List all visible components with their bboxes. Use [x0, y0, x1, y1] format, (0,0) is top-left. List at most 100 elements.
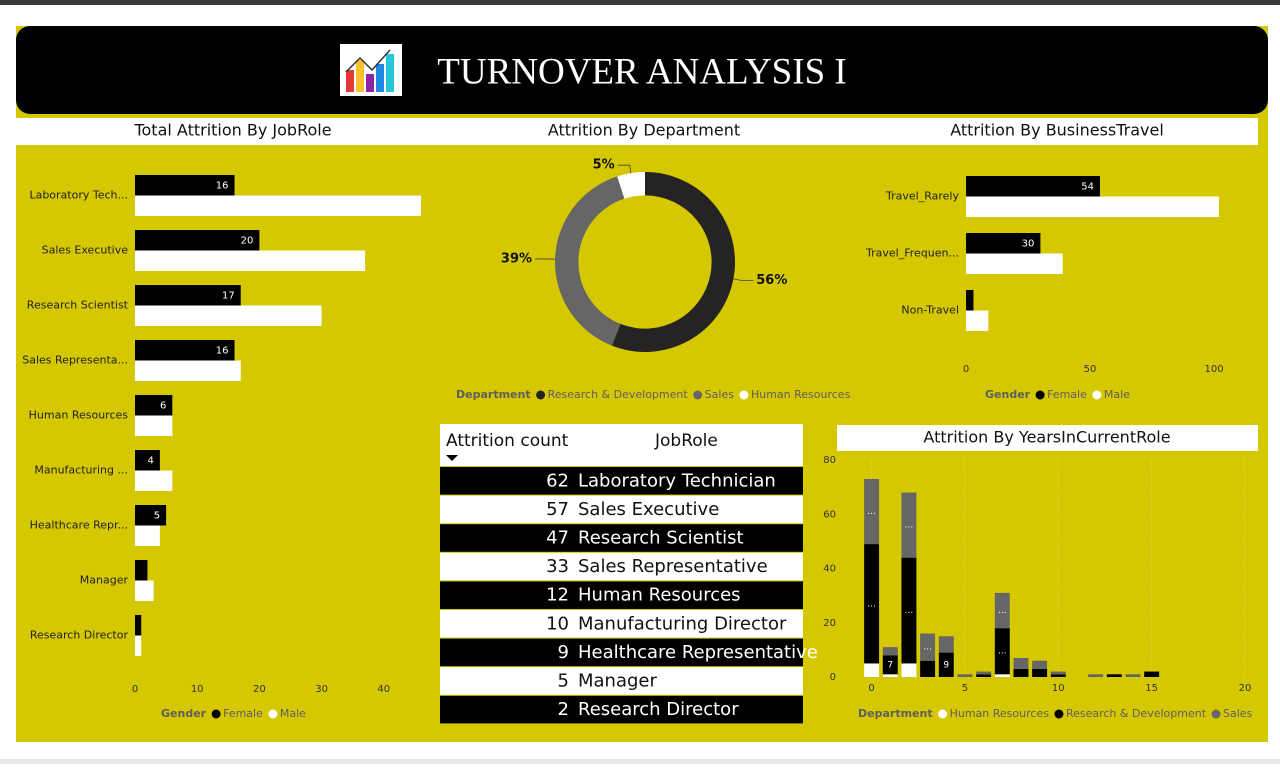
bar — [966, 197, 1219, 218]
table-cell: 47 — [546, 528, 569, 549]
value-label: 6 — [160, 400, 166, 411]
bar-segment — [976, 674, 991, 677]
bar — [135, 361, 241, 382]
bar-segment — [1032, 669, 1047, 677]
table-cell: Human Resources — [578, 585, 741, 606]
table-header: JobRole — [654, 431, 718, 451]
bar-segment — [1032, 661, 1047, 669]
legend-label: Sales — [1223, 707, 1253, 720]
table-cell: 57 — [546, 499, 569, 520]
table-cell: Manager — [578, 671, 657, 692]
legend-marker — [536, 391, 545, 400]
x-tick-label: 100 — [1204, 364, 1223, 375]
x-tick-label: 0 — [868, 683, 874, 694]
bar — [135, 636, 141, 657]
legend-title: Department — [858, 707, 933, 720]
y-tick-label: 20 — [823, 618, 836, 629]
bar-segment — [995, 674, 1010, 677]
bar-segment — [1107, 674, 1122, 677]
category-label: Human Resources — [29, 409, 129, 422]
value-label: 56% — [756, 273, 787, 288]
category-label: Sales Executive — [42, 244, 129, 257]
value-label: 30 — [1022, 238, 1035, 249]
value-label: 54 — [1081, 181, 1094, 192]
value-label: 39% — [501, 251, 532, 266]
value-label: ... — [905, 521, 914, 531]
table-cell: 2 — [558, 699, 569, 720]
value-label: 5% — [593, 158, 615, 173]
table-cell: Laboratory Technician — [578, 470, 776, 491]
legend-label: Male — [280, 707, 306, 720]
table-cell: 10 — [546, 613, 569, 634]
legend-label: Human Resources — [950, 707, 1050, 720]
bar — [966, 254, 1063, 275]
bar — [966, 311, 988, 332]
x-tick-label: 0 — [963, 364, 969, 375]
value-label: ... — [867, 507, 876, 517]
table-cell: 33 — [546, 556, 569, 577]
legend-marker — [938, 710, 947, 719]
value-label: 20 — [241, 235, 254, 246]
value-label: 7 — [887, 660, 893, 670]
legend-marker — [1212, 710, 1221, 719]
bar-segment — [920, 661, 935, 677]
bar-segment — [1051, 672, 1066, 675]
legend-marker — [1054, 710, 1063, 719]
bar-segment — [976, 672, 991, 675]
table-cell: 12 — [546, 585, 569, 606]
y-tick-label: 0 — [830, 672, 836, 683]
chart-title: Attrition By YearsInCurrentRole — [923, 428, 1170, 447]
table-cell: Sales Representative — [578, 556, 768, 577]
legend-label: Research & Development — [548, 388, 689, 401]
value-label: ... — [905, 606, 914, 616]
bar-segment — [939, 636, 954, 652]
table-cell: 9 — [558, 642, 569, 663]
bar — [135, 196, 421, 217]
bar-segment — [1088, 674, 1103, 677]
bar-segment — [864, 663, 879, 677]
chart-title: Attrition By BusinessTravel — [950, 121, 1164, 140]
y-tick-label: 80 — [823, 455, 836, 466]
x-tick-label: 15 — [1145, 683, 1158, 694]
x-tick-label: 50 — [1084, 364, 1097, 375]
legend-title: Department — [456, 388, 531, 401]
table-cell: 62 — [546, 470, 569, 491]
bottom-strip — [0, 759, 1280, 764]
legend-marker — [1092, 391, 1101, 400]
bar — [135, 505, 166, 526]
legend-marker — [693, 391, 702, 400]
table-cell: Healthcare Representative — [578, 642, 818, 663]
value-label: 17 — [222, 290, 235, 301]
y-tick-label: 40 — [823, 564, 836, 575]
x-tick-label: 10 — [191, 684, 204, 695]
category-label: Non-Travel — [901, 304, 959, 317]
bar — [135, 526, 160, 547]
value-label: ... — [998, 606, 1007, 616]
bar — [135, 395, 172, 416]
x-tick-label: 5 — [962, 683, 968, 694]
bar — [966, 290, 973, 311]
value-label: ... — [867, 599, 876, 609]
x-tick-label: 40 — [377, 684, 390, 695]
bar-segment — [1051, 674, 1066, 677]
table-cell: 5 — [558, 671, 569, 692]
legend-marker — [739, 391, 748, 400]
legend-label: Male — [1104, 388, 1130, 401]
category-label: Travel_Rarely — [885, 190, 959, 203]
bar — [135, 615, 141, 636]
legend-marker — [268, 710, 277, 719]
bar — [135, 251, 365, 272]
chart-title: Total Attrition By JobRole — [133, 121, 331, 140]
category-label: Research Director — [30, 629, 129, 642]
category-label: Research Scientist — [27, 299, 129, 312]
x-tick-label: 10 — [1052, 683, 1065, 694]
table-cell: Sales Executive — [578, 499, 719, 520]
legend-label: Female — [223, 707, 263, 720]
category-label: Travel_Frequen... — [865, 247, 959, 260]
chart-title: Attrition By Department — [548, 121, 740, 140]
category-label: Laboratory Tech... — [29, 189, 128, 202]
legend-marker — [212, 710, 221, 719]
page-title: TURNOVER ANALYSIS I — [437, 51, 846, 92]
bar-segment — [1144, 672, 1159, 677]
